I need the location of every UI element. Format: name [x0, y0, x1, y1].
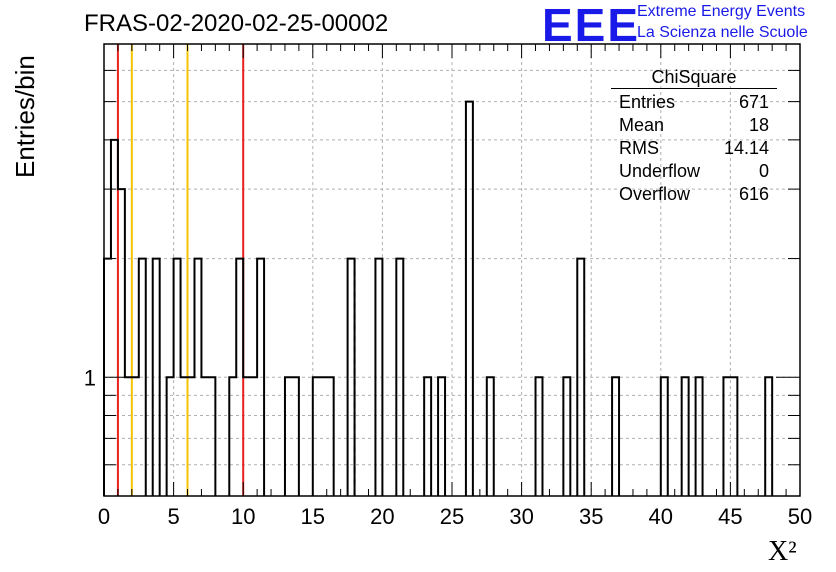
- stats-title: ChiSquare: [611, 66, 777, 89]
- eee-logo: EEE: [542, 0, 641, 51]
- x-tick-label: 50: [788, 504, 812, 529]
- x-tick-label: 5: [167, 504, 179, 529]
- stats-value: 671: [738, 92, 769, 112]
- stats-label: Entries: [619, 92, 676, 112]
- stats-value: 18: [748, 115, 769, 135]
- x-tick-label: 0: [98, 504, 110, 529]
- x-tick-label: 35: [579, 504, 603, 529]
- stats-row-overflow: Overflow 616: [611, 183, 777, 206]
- stats-box: ChiSquare Entries 671 Mean 18 RMS 14.14 …: [611, 66, 777, 206]
- x-tick-label: 15: [301, 504, 325, 529]
- stats-row-underflow: Underflow 0: [611, 160, 777, 183]
- y-tick-label: 1: [84, 365, 96, 390]
- logo-line-2: La Scienza nelle Scuole: [637, 24, 808, 41]
- x-tick-label: 25: [440, 504, 464, 529]
- stats-value: 14.14: [723, 138, 769, 158]
- stats-value: 0: [758, 161, 769, 181]
- stats-row-rms: RMS 14.14: [611, 137, 777, 160]
- stats-value: 616: [738, 184, 769, 204]
- x-tick-label: 45: [718, 504, 742, 529]
- stats-label: Mean: [619, 115, 665, 135]
- x-tick-label: 10: [231, 504, 255, 529]
- stats-label: RMS: [619, 138, 659, 158]
- x-tick-label: 20: [370, 504, 394, 529]
- y-axis-label-box: Entries/bin: [6, 55, 40, 178]
- stats-row-mean: Mean 18: [611, 114, 777, 137]
- histogram-series: [103, 100, 774, 496]
- y-axis-label: Entries/bin: [10, 55, 40, 178]
- stats-label: Overflow: [619, 184, 691, 204]
- chart-title: FRAS-02-2020-02-25-00002: [84, 10, 389, 37]
- x-axis-label: X²: [768, 536, 797, 567]
- x-tick-label: 30: [509, 504, 533, 529]
- x-tick-label: 40: [649, 504, 673, 529]
- logo-line-1: Extreme Energy Events: [637, 3, 806, 20]
- stats-row-entries: Entries 671: [611, 91, 777, 114]
- stats-label: Underflow: [619, 161, 701, 181]
